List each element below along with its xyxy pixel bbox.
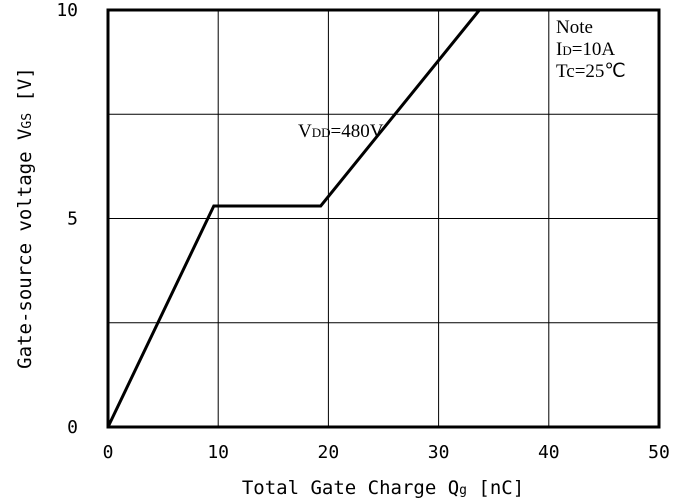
series-line-vdd-480v (106, 8, 659, 428)
y-tick-label: 0 (67, 417, 78, 438)
x-axis-title: Total Gate Charge Qg [nC] (242, 477, 524, 499)
note-title: Note (556, 17, 593, 38)
y-tick-label: 5 (67, 209, 78, 230)
x-tick-label: 50 (648, 442, 670, 463)
series-label-vdd: VDD=480V (298, 121, 384, 142)
y-axis-title: Gate-source voltage VGS [V] (14, 67, 36, 369)
x-tick-label: 40 (538, 442, 560, 463)
x-tick-label: 30 (428, 442, 450, 463)
note-temperature: Tc=25℃ (556, 61, 626, 82)
plot-frame (106, 8, 661, 429)
x-tick-label: 10 (207, 442, 229, 463)
x-tick-labels: 0 10 20 30 40 50 (103, 442, 670, 463)
y-tick-label: 10 (56, 0, 78, 21)
y-tick-labels: 0 5 10 (56, 0, 78, 438)
note-current: ID=10A (556, 39, 615, 60)
note-box: Note ID=10A Tc=25℃ (556, 17, 626, 82)
x-tick-label: 20 (318, 442, 340, 463)
x-tick-label: 0 (103, 442, 114, 463)
